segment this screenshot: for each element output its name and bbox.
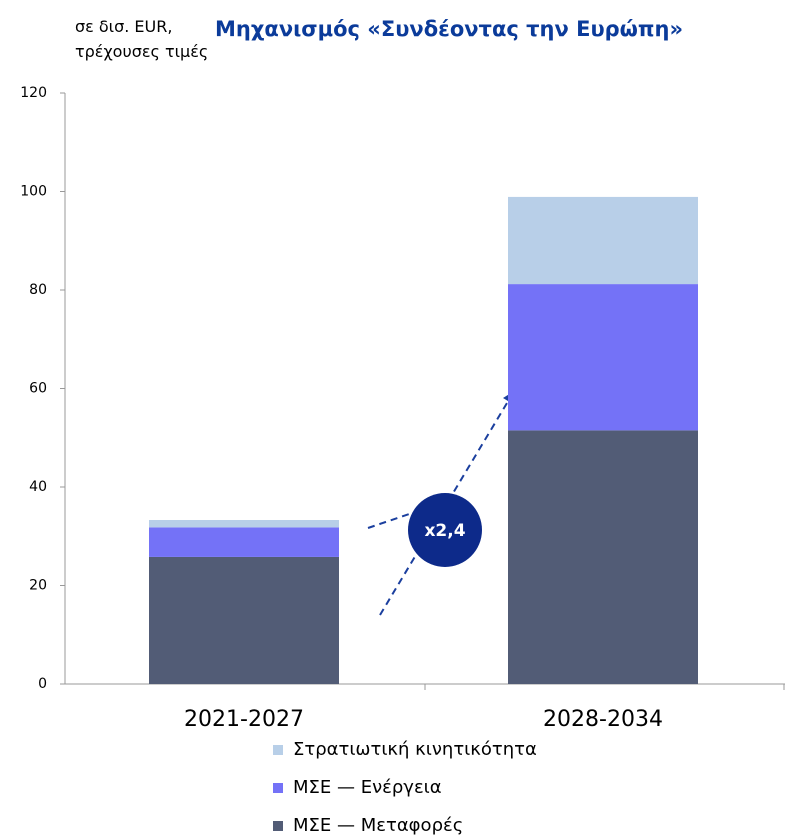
arrow-line [367,511,416,529]
legend-label: ΜΣΕ — Ενέργεια [293,777,442,798]
annotation-circle [408,493,482,567]
x-tick-label: 2021-2027 [184,707,304,732]
y-axis-label: σε δισ. EUR, τρέχουσες τιμές [75,17,209,61]
bar-segment [508,430,698,684]
y-tick-label: 120 [20,85,47,101]
legend-label: Στρατιωτική κινητικότητα [293,739,537,760]
legend-swatch [273,783,283,793]
y-tick-label: 80 [29,282,47,298]
annotation: x2,4 [424,521,465,541]
chart-title: Μηχανισμός «Συνδέοντας την Ευρώπη» [215,17,683,41]
legend-label: ΜΣΕ — Μεταφορές [293,815,463,836]
bar-segment [149,527,339,557]
y-tick-label: 60 [29,381,47,397]
bar-segment [508,284,698,431]
x-tick-label: 2028-2034 [543,707,663,732]
y-tick-label: 20 [29,578,47,594]
bar-segment [149,556,339,684]
y-tick-label: 100 [20,184,47,200]
bar-segment [149,519,339,528]
bar-segment [508,196,698,285]
legend-swatch [273,745,283,755]
y-tick-label: 0 [38,676,47,692]
legend-swatch [273,821,283,831]
y-tick-label: 40 [29,479,47,495]
